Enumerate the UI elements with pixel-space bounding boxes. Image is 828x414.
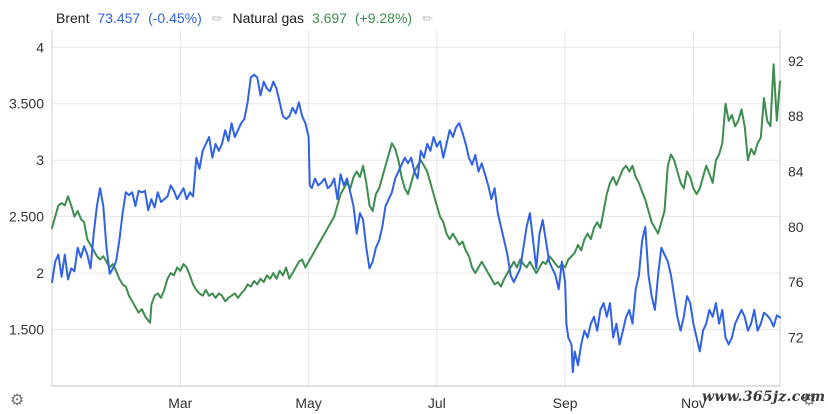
left-axis-tick-label: 4 xyxy=(36,39,44,55)
legend: Brent 73.457 (-0.45%) ✏ Natural gas 3.69… xyxy=(56,10,439,27)
gear-icon[interactable]: ⚙ xyxy=(802,392,817,409)
legend-brent-change: (-0.45%) xyxy=(148,10,202,26)
pencil-icon[interactable]: ✏ xyxy=(211,11,223,26)
x-axis-tick-label: May xyxy=(295,395,321,411)
x-axis-tick-label: Nov xyxy=(681,395,706,411)
legend-item-natural-gas[interactable]: Natural gas 3.697 (+9.28%) ✏ xyxy=(232,10,432,27)
series-line-natural-gas xyxy=(51,63,781,324)
gear-icon[interactable]: ⚙ xyxy=(10,392,25,409)
x-axis-tick-label: Mar xyxy=(168,395,192,411)
series-line-brent xyxy=(51,73,781,374)
left-axis-tick-label: 2 xyxy=(36,265,44,281)
right-axis-tick-label: 84 xyxy=(788,164,804,180)
left-axis-tick-label: 3.500 xyxy=(9,96,44,112)
left-axis-tick-label: 3 xyxy=(36,152,44,168)
x-axis-tick-label: Sep xyxy=(553,395,578,411)
pencil-icon[interactable]: ✏ xyxy=(421,11,433,26)
legend-gas-name: Natural gas xyxy=(232,10,305,26)
right-axis-tick-label: 88 xyxy=(788,108,804,124)
legend-brent-name: Brent xyxy=(56,10,90,26)
left-axis-tick-label: 1.500 xyxy=(9,322,44,338)
right-axis-tick-label: 72 xyxy=(788,330,804,346)
x-axis-tick-label: Jul xyxy=(428,395,446,411)
legend-brent-value: 73.457 xyxy=(97,10,141,26)
legend-gas-change: (+9.28%) xyxy=(354,10,413,26)
right-axis-tick-label: 76 xyxy=(788,274,804,290)
right-axis-tick-label: 80 xyxy=(788,219,804,235)
left-axis-tick-label: 2.500 xyxy=(9,209,44,225)
right-axis-tick-label: 92 xyxy=(788,53,804,69)
legend-item-brent[interactable]: Brent 73.457 (-0.45%) ✏ xyxy=(56,10,223,27)
legend-gas-value: 3.697 xyxy=(311,10,347,26)
watermark: www.365jz.com xyxy=(702,389,826,405)
